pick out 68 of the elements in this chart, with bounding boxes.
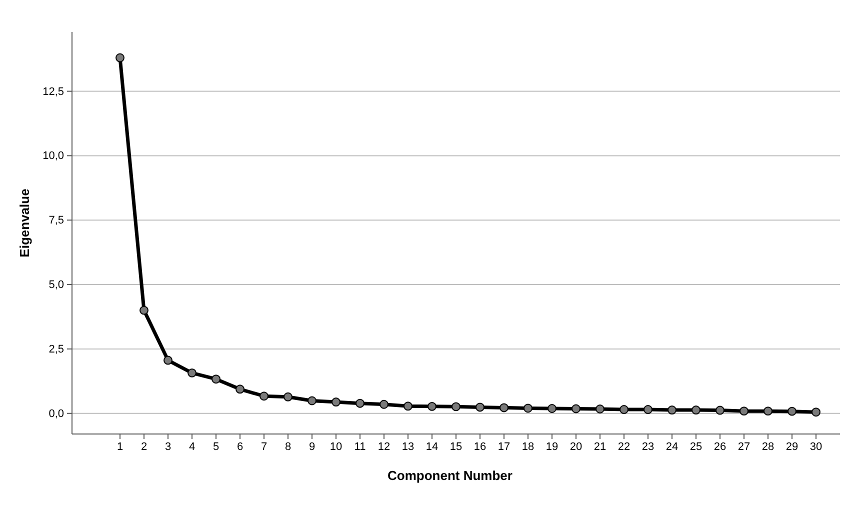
x-tick-label: 2	[140, 440, 148, 453]
x-tick-label: 6	[236, 440, 244, 453]
x-tick-label: 23	[642, 440, 654, 453]
point	[692, 406, 700, 415]
x-tick-label: 24	[666, 440, 678, 453]
x-tick-label: 10	[330, 440, 342, 453]
point	[236, 384, 244, 394]
x-tick-label: 30	[810, 440, 822, 453]
y-tick-label: 12,5	[42, 86, 64, 98]
x-tick-label: 14	[426, 440, 438, 453]
point	[524, 404, 532, 413]
x-axis-title: Component Number	[388, 468, 512, 483]
point	[764, 406, 772, 416]
point	[740, 406, 748, 416]
x-tick-label: 12	[378, 440, 390, 453]
point	[164, 356, 172, 365]
point	[548, 404, 556, 413]
x-tick-label: 3	[164, 440, 172, 453]
y-tick-label: 0,0	[48, 408, 64, 420]
x-tick-label: 18	[522, 440, 534, 453]
point	[380, 400, 388, 409]
point	[260, 392, 268, 401]
x-tick-label: 17	[498, 440, 510, 453]
y-tick-label: 7,5	[48, 214, 64, 227]
x-tick-label: 20	[570, 440, 582, 453]
x-tick-label: 28	[762, 440, 774, 453]
x-tick-label: 4	[188, 440, 196, 453]
point	[572, 404, 580, 414]
point	[116, 53, 124, 62]
x-tick-label: 25	[690, 440, 702, 453]
point	[812, 408, 820, 417]
x-tick-label: 21	[594, 440, 606, 453]
point	[716, 406, 724, 415]
x-tick-label: 29	[786, 440, 798, 453]
point	[428, 402, 436, 411]
point	[356, 398, 364, 408]
point	[212, 374, 220, 384]
x-tick-label: 8	[284, 440, 292, 453]
x-tick-label: 5	[212, 440, 220, 453]
point	[308, 396, 316, 406]
x-tick-label: 13	[402, 440, 414, 453]
point	[332, 398, 340, 407]
point	[788, 406, 796, 416]
point	[188, 368, 196, 378]
point	[452, 402, 460, 412]
x-tick-label: 11	[354, 440, 366, 453]
x-tick-label: 15	[450, 440, 462, 453]
x-tick-label: 9	[308, 440, 316, 453]
y-tick-label: 10,0	[42, 150, 64, 162]
point	[620, 405, 628, 414]
point	[500, 403, 508, 412]
x-tick-label: 19	[546, 440, 558, 453]
point	[668, 406, 676, 415]
x-tick-label: 1	[116, 440, 124, 453]
x-tick-label: 16	[474, 440, 486, 453]
y-axis-title: Eigenvalue	[17, 188, 32, 258]
point	[596, 404, 604, 414]
x-tick-label: 27	[738, 440, 750, 453]
x-tick-label: 26	[714, 440, 726, 453]
point	[140, 306, 148, 315]
y-tick-label: 2,5	[48, 343, 64, 356]
y-tick-label: 5,0	[48, 279, 64, 292]
point	[284, 392, 292, 402]
point	[644, 405, 652, 414]
x-tick-label: 7	[260, 440, 268, 453]
point	[476, 402, 484, 412]
x-tick-label: 22	[618, 440, 630, 453]
point	[404, 402, 412, 411]
